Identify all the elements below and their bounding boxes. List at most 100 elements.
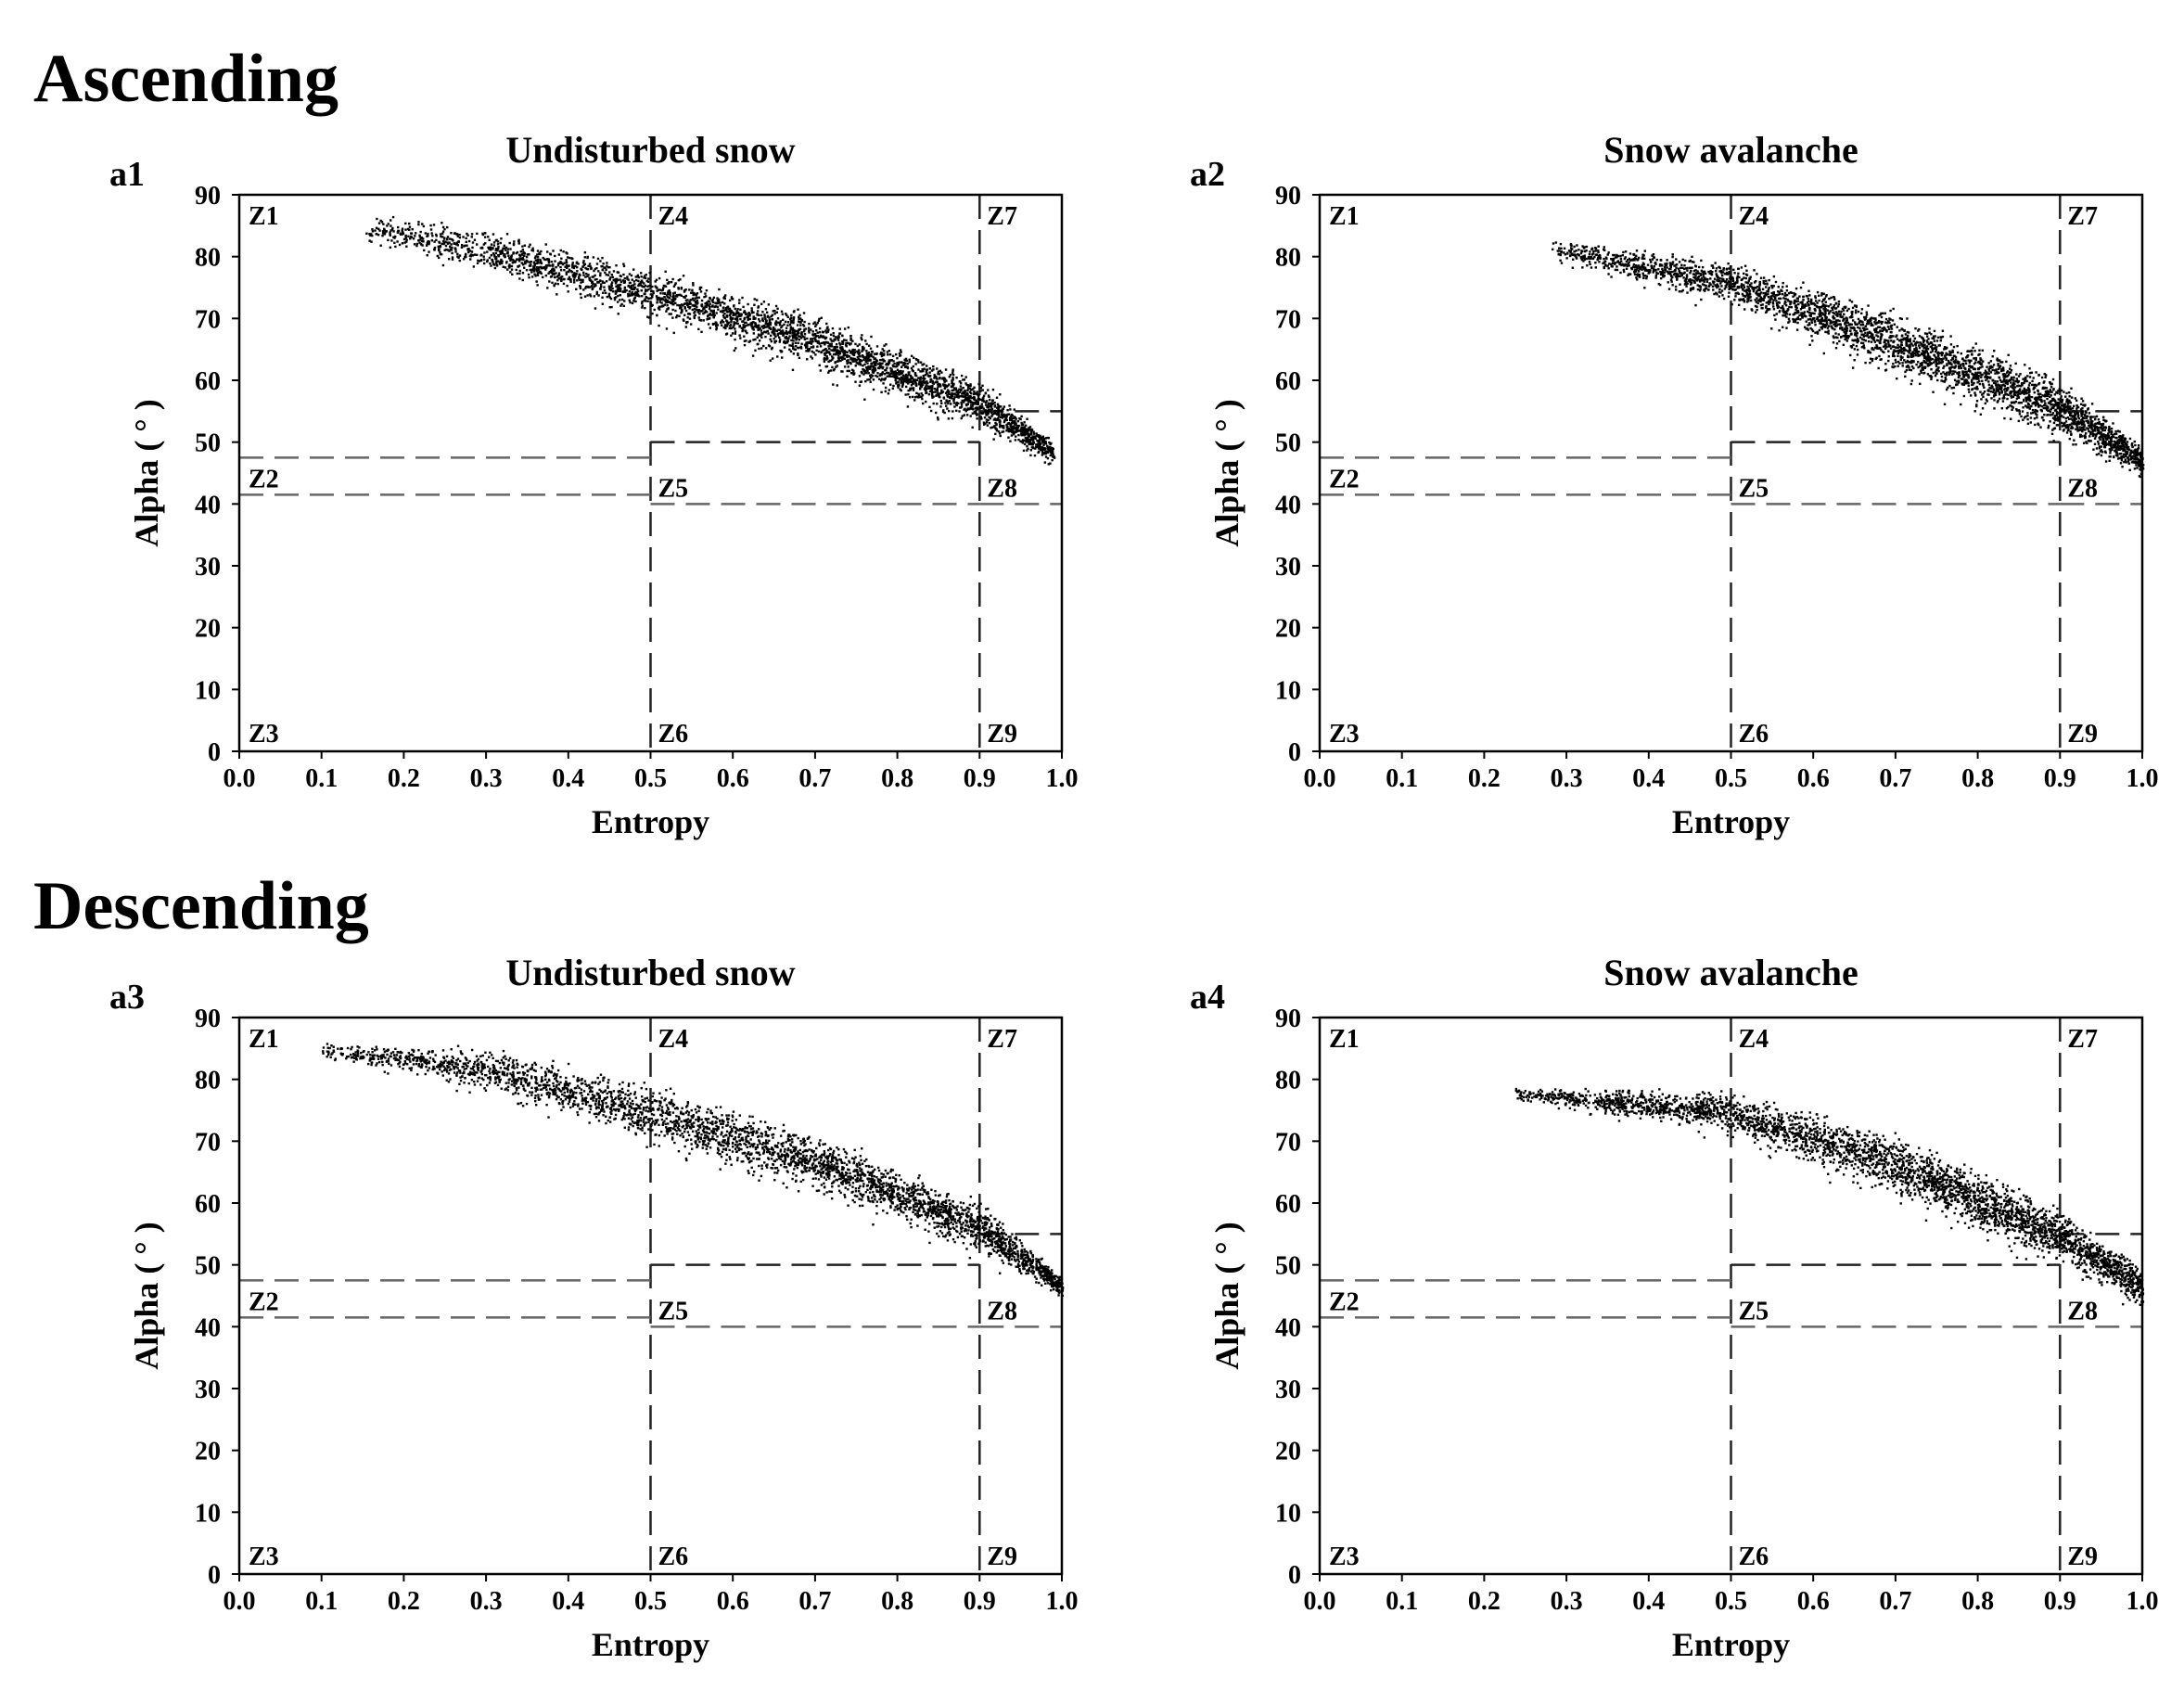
scatter-point bbox=[665, 327, 669, 330]
scatter-point bbox=[1034, 447, 1037, 450]
scatter-point bbox=[1616, 268, 1619, 272]
scatter-point bbox=[1922, 354, 1925, 357]
scatter-point bbox=[2023, 416, 2026, 419]
scatter-point bbox=[688, 313, 692, 315]
scatter-point bbox=[471, 254, 475, 257]
scatter-point bbox=[930, 390, 934, 393]
scatter-point bbox=[1768, 302, 1770, 306]
scatter-point bbox=[628, 289, 631, 293]
scatter-point bbox=[573, 276, 576, 279]
scatter-point bbox=[555, 265, 557, 269]
scatter-point bbox=[661, 304, 665, 308]
scatter-point bbox=[582, 260, 585, 262]
scatter-point bbox=[991, 402, 994, 405]
scatter-point bbox=[933, 377, 936, 379]
scatter-point bbox=[1956, 351, 1960, 354]
scatter-point bbox=[666, 300, 670, 302]
scatter-point bbox=[568, 275, 571, 279]
scatter-point bbox=[715, 327, 718, 331]
scatter-point bbox=[684, 288, 687, 291]
scatter-point bbox=[1820, 301, 1824, 303]
scatter-point bbox=[899, 369, 902, 373]
scatter-point bbox=[608, 277, 611, 281]
scatter-point bbox=[1960, 364, 1962, 366]
scatter-point bbox=[1962, 365, 1965, 367]
scatter-point bbox=[550, 271, 554, 275]
scatter-point bbox=[810, 355, 812, 358]
scatter-point bbox=[557, 274, 561, 276]
scatter-point bbox=[688, 307, 691, 310]
scatter-point bbox=[838, 332, 841, 335]
scatter-point bbox=[619, 299, 621, 301]
scatter-point bbox=[609, 288, 613, 292]
scatter-point bbox=[622, 262, 625, 265]
scatter-point bbox=[764, 331, 768, 334]
scatter-point bbox=[815, 328, 818, 332]
scatter-point bbox=[521, 248, 525, 251]
scatter-point bbox=[1637, 256, 1641, 260]
scatter-point bbox=[451, 251, 453, 255]
scatter-point bbox=[1623, 257, 1627, 261]
scatter-point bbox=[1633, 266, 1637, 269]
scatter-point bbox=[1015, 430, 1017, 434]
scatter-point bbox=[907, 373, 911, 377]
scatter-point bbox=[591, 285, 594, 288]
scatter-point bbox=[575, 273, 578, 275]
scatter-point bbox=[780, 326, 783, 329]
scatter-point bbox=[837, 339, 840, 341]
scatter-point bbox=[869, 380, 872, 383]
scatter-point bbox=[663, 291, 667, 295]
scatter-point bbox=[896, 362, 899, 365]
scatter-point bbox=[944, 384, 947, 387]
scatter-point bbox=[603, 286, 606, 288]
scatter-point bbox=[798, 327, 802, 331]
scatter-point bbox=[1842, 309, 1846, 312]
scatter-point bbox=[543, 258, 546, 261]
scatter-point bbox=[583, 295, 587, 298]
scatter-point bbox=[955, 403, 958, 407]
scatter-point bbox=[1029, 454, 1032, 457]
scatter-point bbox=[1756, 288, 1759, 292]
scatter-point bbox=[698, 318, 701, 322]
scatter-point bbox=[1696, 288, 1700, 291]
scatter-point bbox=[1008, 429, 1012, 432]
scatter-point bbox=[510, 268, 514, 271]
scatter-point bbox=[847, 365, 849, 368]
scatter-point bbox=[1797, 311, 1800, 314]
scatter-point bbox=[850, 368, 854, 372]
scatter-point bbox=[742, 305, 745, 309]
scatter-point bbox=[840, 350, 843, 352]
scatter-point bbox=[988, 395, 990, 399]
scatter-point bbox=[903, 379, 906, 383]
scatter-point bbox=[871, 350, 874, 353]
scatter-point bbox=[923, 363, 926, 365]
scatter-point bbox=[1787, 291, 1791, 295]
zone-label-z9: Z9 bbox=[2067, 720, 2098, 749]
scatter-point bbox=[593, 269, 595, 273]
scatter-point bbox=[1027, 428, 1029, 430]
scatter-point bbox=[606, 262, 608, 264]
scatter-point bbox=[563, 262, 566, 264]
scatter-point bbox=[685, 303, 689, 306]
scatter-point bbox=[460, 246, 464, 250]
scatter-point bbox=[1031, 437, 1035, 441]
scatter-point bbox=[987, 418, 990, 422]
scatter-point bbox=[1583, 250, 1587, 252]
scatter-point bbox=[791, 342, 795, 345]
scatter-point bbox=[554, 282, 557, 285]
scatter-point bbox=[2082, 428, 2085, 431]
scatter-point bbox=[975, 401, 978, 403]
scatter-point bbox=[920, 392, 923, 395]
scatter-point bbox=[842, 354, 846, 357]
scatter-point bbox=[1788, 320, 1791, 323]
scatter-point bbox=[542, 256, 544, 260]
scatter-point bbox=[760, 331, 763, 335]
scatter-point bbox=[536, 260, 540, 263]
scatter-point bbox=[1782, 281, 1784, 285]
scatter-point bbox=[450, 232, 453, 235]
scatter-point bbox=[441, 225, 445, 229]
scatter-point bbox=[893, 372, 897, 376]
scatter-point bbox=[834, 336, 837, 339]
scatter-point bbox=[697, 316, 700, 319]
scatter-point bbox=[766, 314, 770, 317]
